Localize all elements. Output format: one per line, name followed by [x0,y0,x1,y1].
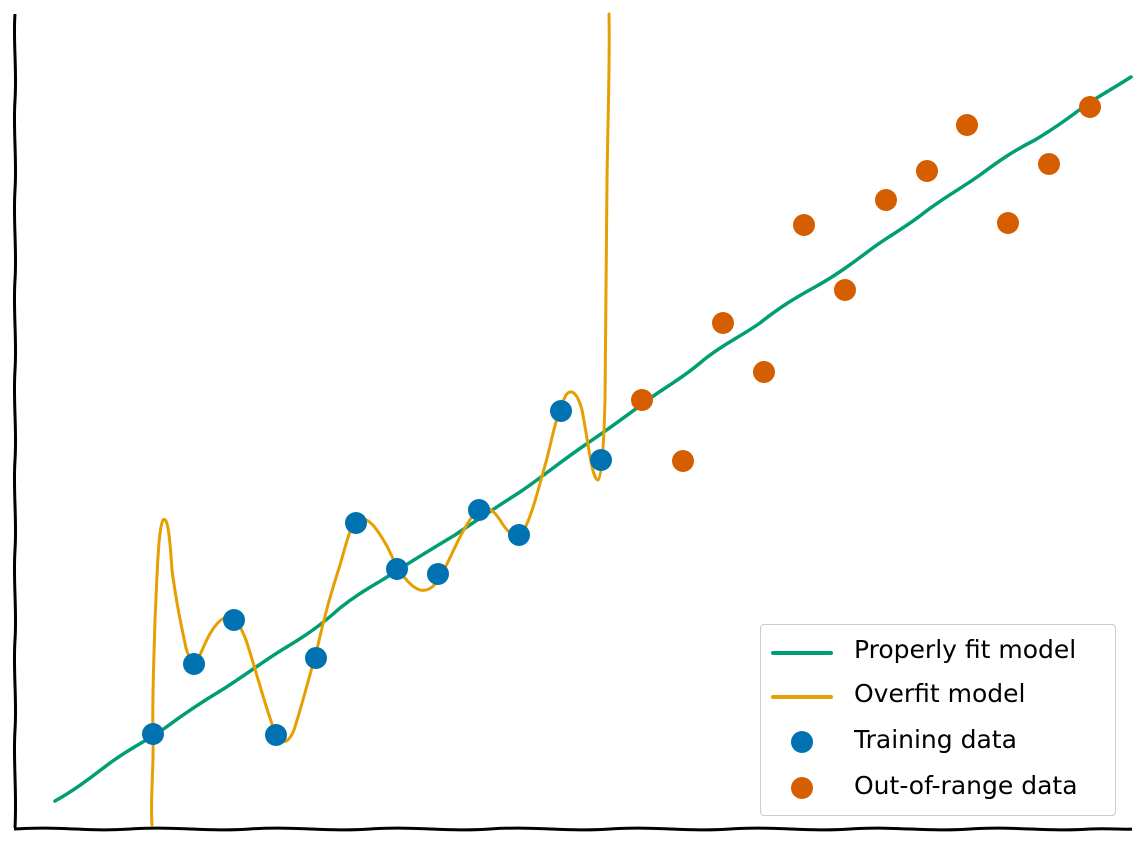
training-point [183,653,205,675]
out-of-range-dot-swatch-icon [791,777,813,799]
proper-fit-line [53,75,1133,803]
legend-item-proper-fit: Properly fit model [761,629,1115,673]
training-point [345,512,367,534]
training-point [468,499,490,521]
training-data-points [142,400,612,746]
proper-fit-line-swatch-icon [771,651,833,655]
legend-label: Out-of-range data [854,771,1078,800]
out-of-range-point [834,279,856,301]
legend-label: Training data [854,725,1017,754]
x-axis-spine [13,826,1133,832]
legend-item-overfit: Overfit model [761,673,1115,717]
training-dot-swatch-icon [791,731,813,753]
legend-item-training: Training data [761,719,1115,763]
out-of-range-point [712,312,734,334]
training-point [305,647,327,669]
overfit-line [149,12,611,827]
out-of-range-point [1079,96,1101,118]
legend-label: Properly fit model [854,635,1077,664]
out-of-range-data-points [631,96,1101,472]
training-point [427,563,449,585]
out-of-range-point [997,212,1019,234]
training-point [508,524,530,546]
training-point [590,449,612,471]
training-point [142,723,164,745]
legend: Properly fit model Overfit model Trainin… [760,624,1116,816]
out-of-range-point [753,361,775,383]
training-point [223,609,245,631]
out-of-range-point [672,450,694,472]
overfit-line-swatch-icon [771,695,833,699]
out-of-range-point [631,389,653,411]
training-point [550,400,572,422]
y-axis-spine [12,13,18,829]
legend-item-out-of-range: Out-of-range data [761,765,1115,809]
training-point [386,558,408,580]
legend-label: Overfit model [854,679,1026,708]
training-point [265,724,287,746]
out-of-range-point [916,160,938,182]
out-of-range-point [875,189,897,211]
out-of-range-point [793,214,815,236]
out-of-range-point [956,114,978,136]
out-of-range-point [1038,153,1060,175]
